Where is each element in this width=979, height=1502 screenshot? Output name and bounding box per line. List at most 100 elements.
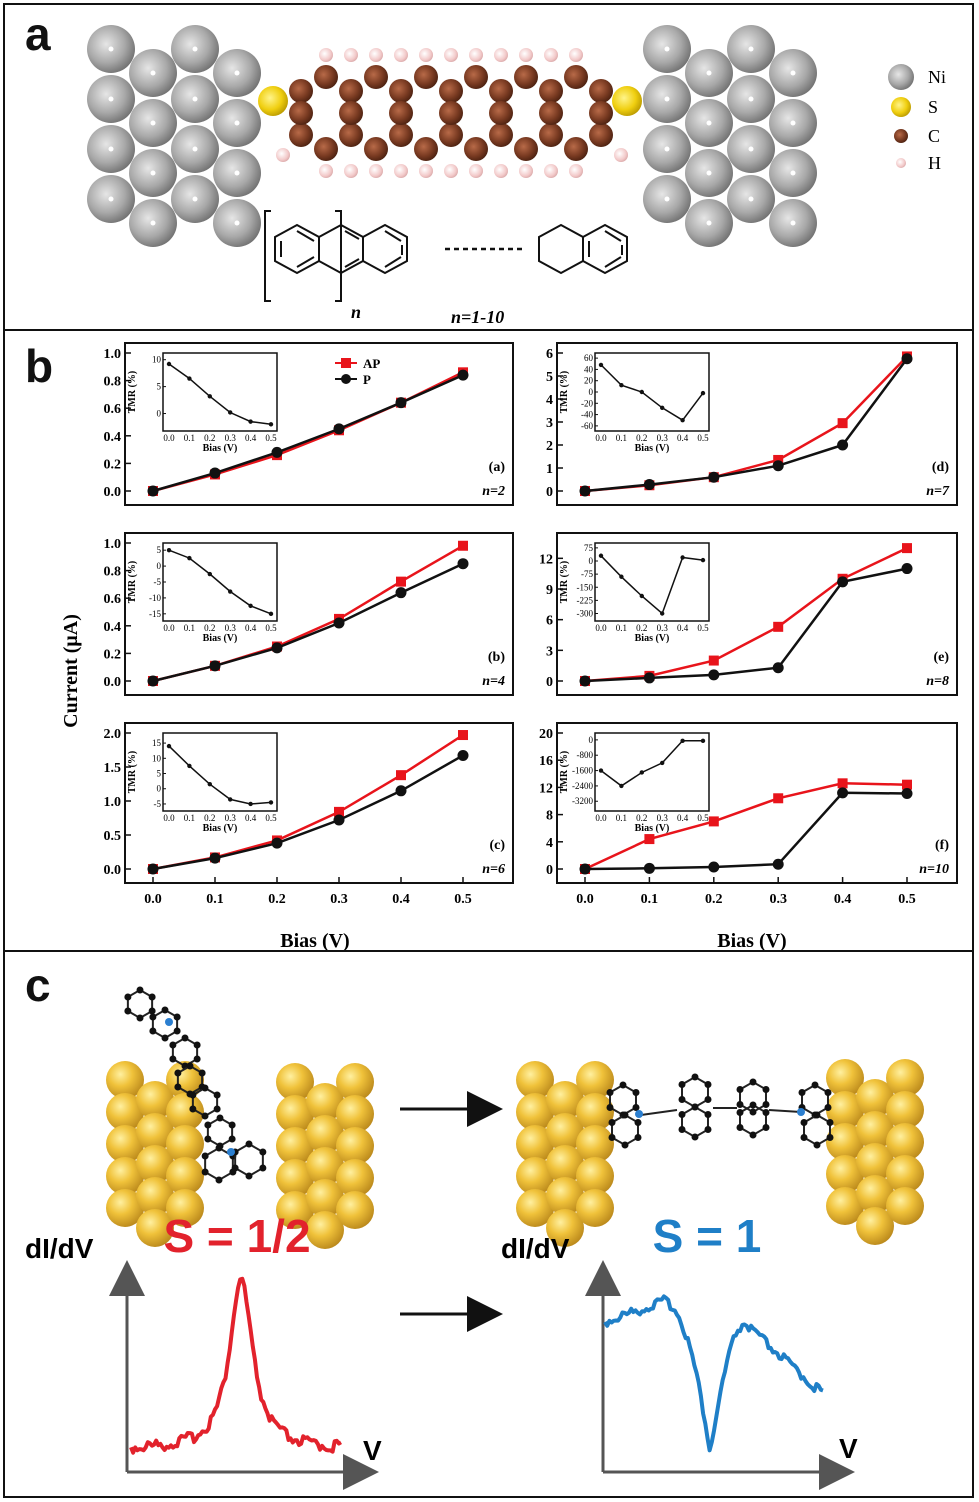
aromatic-ring bbox=[206, 1116, 234, 1148]
gold-atom bbox=[886, 1155, 924, 1193]
c-atom bbox=[589, 101, 613, 125]
inset-x-label: Bias (V) bbox=[635, 823, 670, 834]
y-tick-label: 4 bbox=[546, 393, 553, 408]
carbon-atom bbox=[124, 1007, 132, 1015]
n-label: n=10 bbox=[919, 862, 949, 877]
inset-x-tick-label: 0.2 bbox=[636, 813, 647, 823]
y-tick-label: 1.0 bbox=[104, 795, 122, 810]
inset-x-tick-label: 0.0 bbox=[163, 433, 175, 443]
inset-x-tick-label: 0.0 bbox=[163, 813, 175, 823]
h-atom bbox=[276, 148, 290, 162]
inset-x-label: Bias (V) bbox=[635, 633, 670, 644]
gold-atom bbox=[856, 1207, 894, 1245]
x-tick-label: 0.4 bbox=[834, 892, 852, 907]
y-tick-label: 2.0 bbox=[104, 727, 122, 742]
gold-electrodes bbox=[106, 1059, 924, 1249]
y-tick-label: 0.0 bbox=[104, 863, 122, 878]
inset-x-tick-label: 0.3 bbox=[225, 623, 237, 633]
inset-y-tick-label: -20 bbox=[581, 398, 593, 408]
aromatic-ring bbox=[151, 1008, 179, 1040]
tmr-point bbox=[268, 611, 274, 617]
p-marker bbox=[395, 587, 407, 599]
tmr-point bbox=[619, 574, 624, 579]
inset-y-tick-label: -1600 bbox=[572, 766, 593, 776]
carbon-atom bbox=[824, 1089, 832, 1096]
c-atom bbox=[339, 79, 363, 103]
carbon-atom bbox=[148, 1007, 156, 1015]
iv-plot-f: 0 4 8 12 16 20 0.0 0.1 0.2 0.3 0.4 0.5 (f) n=10 0 -800 -… bbox=[539, 722, 958, 907]
inset-y-tick-label: -300 bbox=[577, 609, 594, 619]
carbon-atom bbox=[245, 1172, 253, 1180]
carbon-atom bbox=[215, 1144, 223, 1152]
inset-x-tick-label: 0.5 bbox=[265, 813, 277, 823]
carbon-atom bbox=[181, 1034, 189, 1042]
gold-atom bbox=[576, 1125, 614, 1163]
p-marker bbox=[579, 485, 591, 497]
y-tick-label: 6 bbox=[546, 614, 553, 629]
gold-atom bbox=[136, 1081, 174, 1119]
c-atom bbox=[339, 101, 363, 125]
inset-frame bbox=[594, 352, 710, 432]
gold-atom bbox=[276, 1159, 314, 1197]
carbon-atom bbox=[762, 1086, 770, 1093]
ni-atom-highlight bbox=[234, 170, 240, 176]
inset-y-label: TMR (%) bbox=[559, 371, 570, 414]
inset-y-tick-label: 0 bbox=[589, 735, 594, 745]
carbon-atom bbox=[189, 1105, 197, 1113]
ni-atom-highlight bbox=[748, 146, 754, 152]
molecular-junction-illustration: n n=1-10 Ni S C H bbox=[87, 25, 946, 327]
spin-label-right: S = 1 bbox=[653, 1210, 762, 1262]
carbon-atom bbox=[136, 1014, 144, 1022]
carbon-atom bbox=[608, 1119, 616, 1126]
h-atom bbox=[319, 164, 333, 178]
tmr-point bbox=[639, 770, 644, 775]
radical-center bbox=[165, 1018, 173, 1026]
inset-x-tick-label: 0.4 bbox=[245, 623, 257, 633]
c-atom bbox=[589, 79, 613, 103]
inset-y-tick-label: -3200 bbox=[572, 796, 593, 806]
carbon-atom bbox=[749, 1101, 757, 1109]
gold-atom bbox=[826, 1091, 864, 1129]
ni-atom-highlight bbox=[192, 196, 198, 202]
tmr-point bbox=[207, 781, 212, 787]
gold-atom bbox=[166, 1125, 204, 1163]
panel-letter-a: a bbox=[25, 8, 51, 60]
inset-x-tick-label: 0.3 bbox=[657, 623, 669, 633]
legend-ap-marker bbox=[341, 358, 351, 368]
inset-x-tick-label: 0.5 bbox=[265, 433, 277, 443]
gold-atom bbox=[336, 1159, 374, 1197]
c-atom bbox=[539, 79, 563, 103]
tmr-point bbox=[598, 553, 604, 558]
h-atom bbox=[394, 48, 408, 62]
x-tick-label: 0.5 bbox=[898, 892, 916, 907]
iv-plot-frame bbox=[556, 342, 958, 506]
ap-marker bbox=[902, 779, 912, 790]
aromatic-ring bbox=[801, 1083, 829, 1117]
p-marker bbox=[395, 397, 407, 409]
carbon-atom bbox=[811, 1081, 819, 1089]
gold-atom bbox=[576, 1061, 614, 1099]
gold-atom bbox=[106, 1125, 144, 1163]
panel-letter-c: c bbox=[25, 959, 51, 1011]
gold-atom bbox=[276, 1095, 314, 1133]
y-tick-label: 0.6 bbox=[104, 402, 122, 417]
carbon-atom bbox=[691, 1133, 699, 1141]
x-tick-label: 0.0 bbox=[144, 892, 162, 907]
carbon-atom bbox=[691, 1073, 699, 1081]
ni-atom-highlight bbox=[150, 70, 156, 76]
c-atom bbox=[289, 123, 313, 147]
ap-marker bbox=[773, 621, 784, 632]
gold-atom bbox=[546, 1113, 584, 1151]
inset-frame bbox=[594, 542, 710, 622]
carbon-atom bbox=[762, 1109, 770, 1116]
legend-h-icon bbox=[896, 158, 906, 168]
aromatic-ring bbox=[681, 1075, 709, 1109]
y-tick-label: 3 bbox=[546, 644, 553, 659]
carbon-atom bbox=[201, 1084, 209, 1092]
tmr-point bbox=[166, 743, 172, 749]
iv-plot-frame bbox=[124, 532, 514, 696]
p-marker bbox=[333, 814, 345, 826]
p-marker bbox=[901, 788, 913, 800]
